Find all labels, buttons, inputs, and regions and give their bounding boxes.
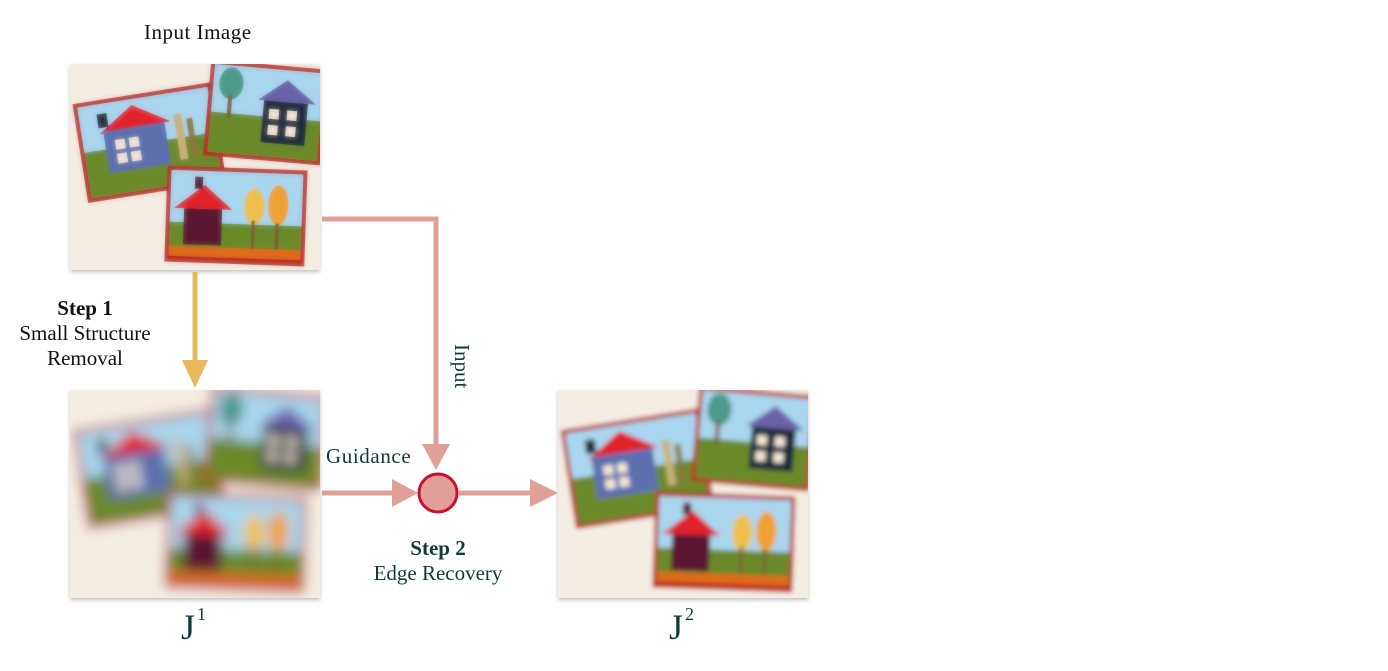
step2-line1: Edge Recovery [373,561,503,585]
step1-arrow [182,272,208,388]
output-arrow [459,479,558,507]
input-arrow-label: Input [450,344,474,389]
edge-recovery-node [417,472,459,514]
j2-image [558,390,808,598]
j2-base: J [669,607,684,647]
input-arrow [322,216,450,470]
step2-label: Step 2 Edge Recovery [350,536,526,586]
input-image-title: Input Image [144,20,252,44]
j1-image [70,390,320,598]
step1-label: Step 1 Small Structure Removal [0,296,170,371]
input-image [70,64,320,270]
guidance-arrow [322,479,418,507]
j1-base: J [181,607,196,647]
step1-line2: Removal [47,346,123,370]
step1-title: Step 1 [57,296,113,320]
j2-sup: 2 [685,604,695,624]
guidance-label: Guidance [326,444,412,468]
step2-title: Step 2 [410,536,466,560]
step1-line1: Small Structure [19,321,151,345]
j1-sup: 1 [197,604,207,624]
